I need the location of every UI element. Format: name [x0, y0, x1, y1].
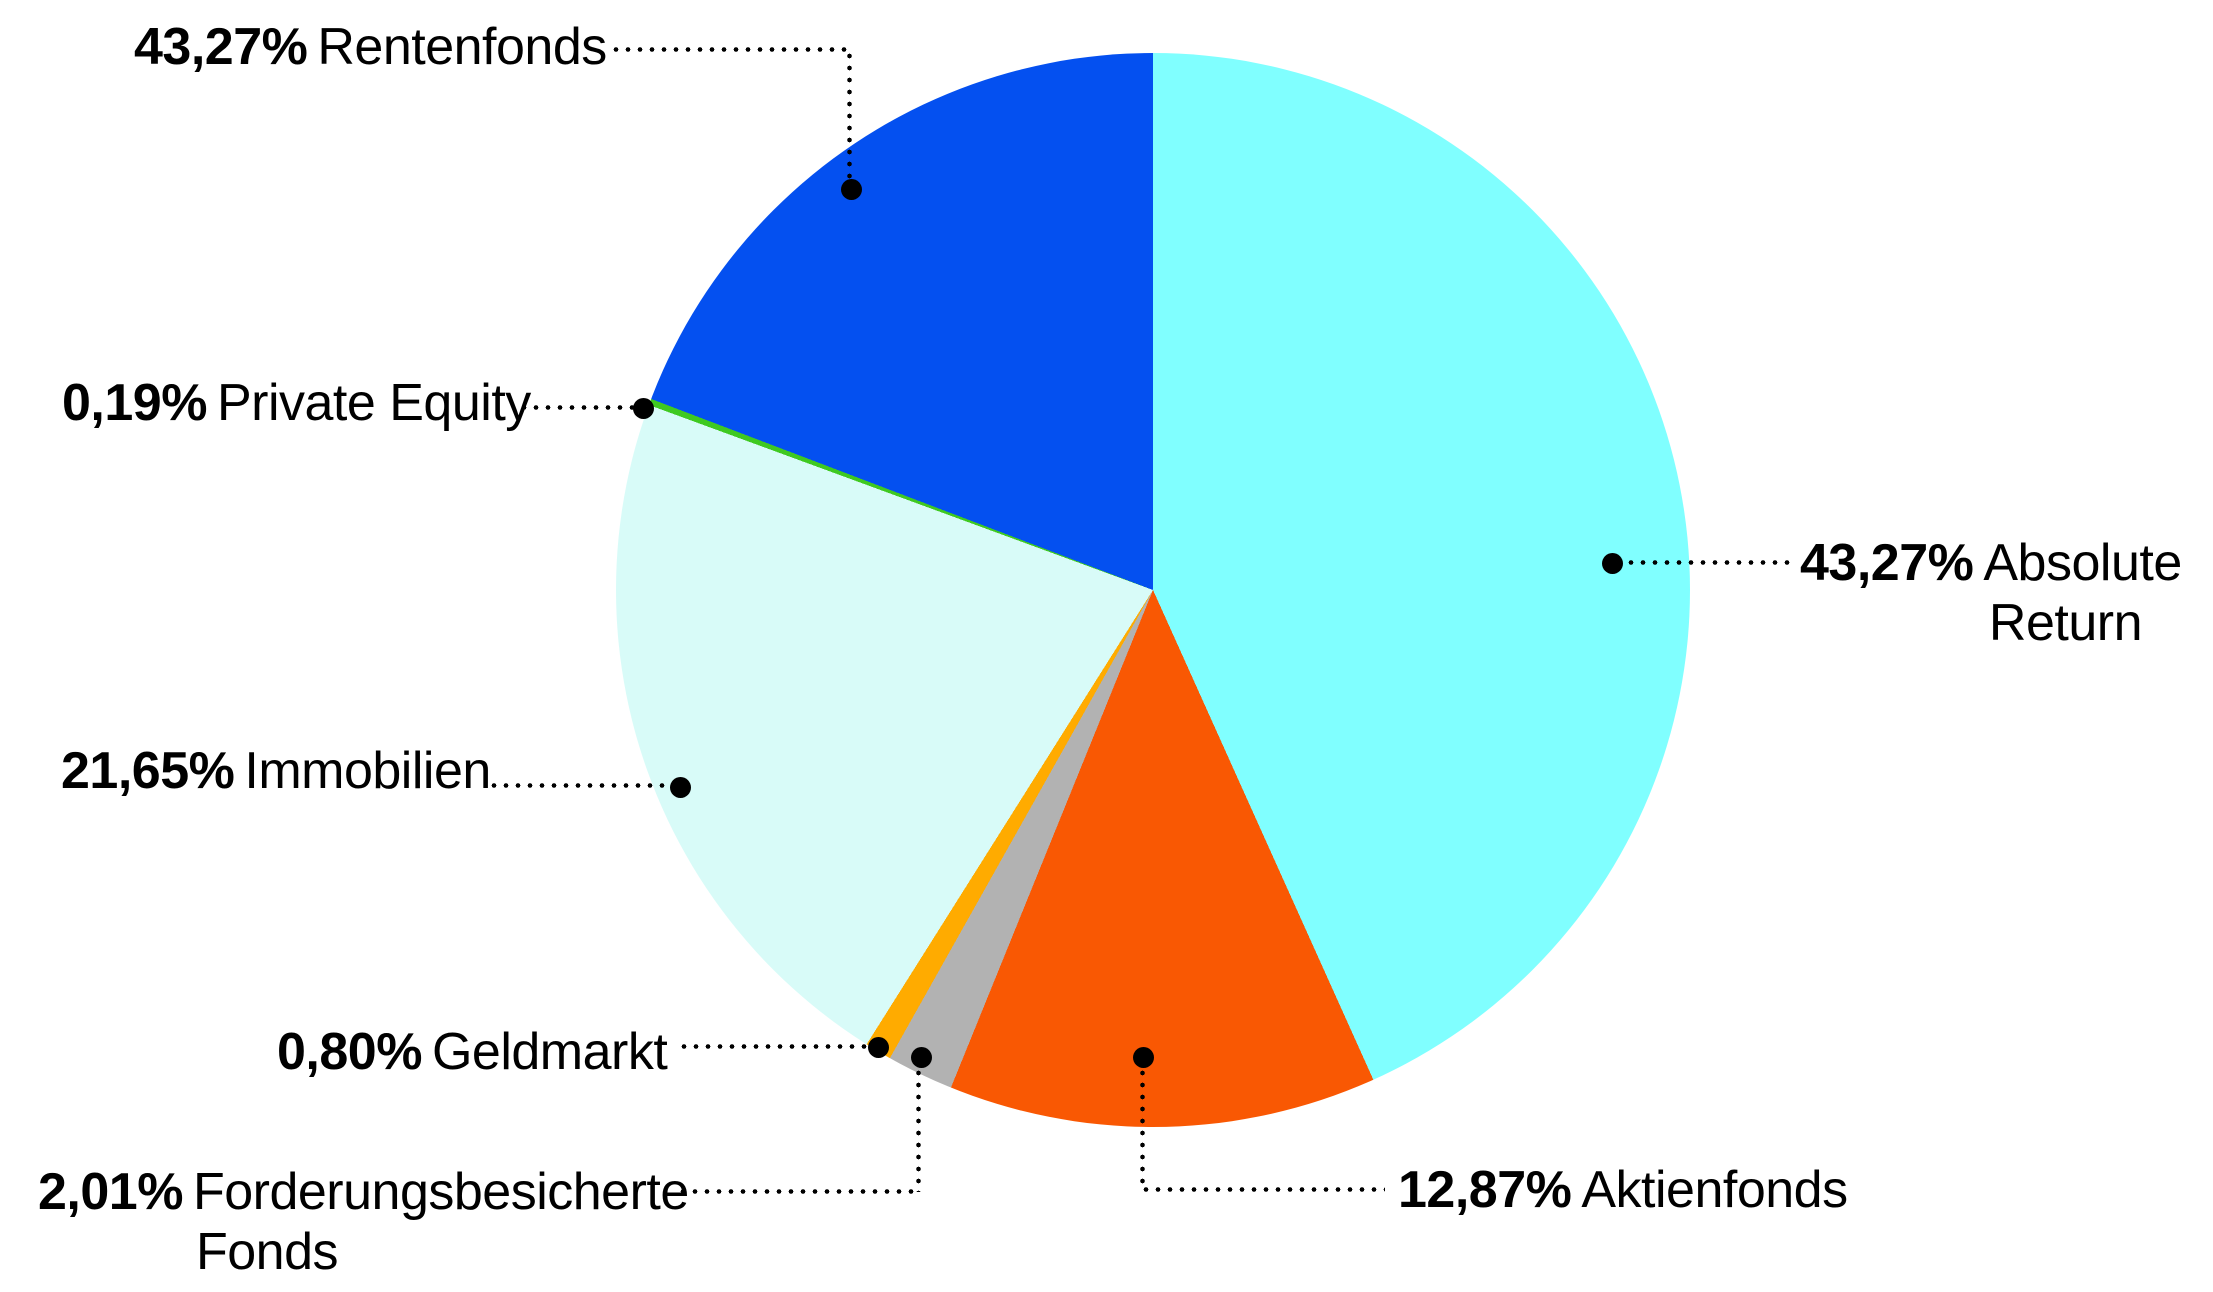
marker-rentenfonds: [841, 179, 862, 200]
marker-aktienfonds: [1133, 1047, 1154, 1068]
label-absolute-return-percent: 43,27%: [1800, 534, 1974, 592]
label-rentenfonds-percent: 43,27%: [134, 18, 308, 76]
label-geldmarkt: 0,80% Geldmarkt: [277, 1022, 668, 1082]
pie-chart: [616, 53, 1690, 1127]
leader-aktienfonds-vertical: [1140, 1067, 1145, 1190]
leader-geldmarkt: [678, 1044, 868, 1049]
label-immobilien-name: Immobilien: [244, 742, 491, 800]
label-absolute-return-line1: 43,27% Absolute: [1800, 533, 2182, 593]
leader-rentenfonds-horizontal: [610, 47, 852, 52]
marker-immobilien: [670, 777, 691, 798]
label-private-equity-percent: 0,19%: [62, 374, 207, 432]
label-aktienfonds-name: Aktienfonds: [1581, 1161, 1848, 1219]
leader-forderungsbesicherte-horizontal: [677, 1189, 920, 1194]
leader-forderungsbesicherte-vertical: [916, 1067, 921, 1192]
label-immobilien-percent: 21,65%: [61, 742, 235, 800]
label-aktienfonds-percent: 12,87%: [1398, 1161, 1572, 1219]
leader-rentenfonds-vertical: [847, 50, 852, 180]
marker-private-equity: [633, 398, 654, 419]
label-forderungsbesicherte-line1: 2,01% Forderungsbesicherte: [38, 1162, 689, 1222]
label-forderungsbesicherte-name1: Forderungsbesicherte: [192, 1163, 689, 1221]
marker-absolute-return: [1602, 553, 1623, 574]
label-aktienfonds: 12,87% Aktienfonds: [1398, 1160, 1848, 1220]
label-private-equity: 0,19% Private Equity: [62, 373, 531, 433]
label-absolute-return: 43,27% Absolute Return: [1800, 533, 2182, 653]
marker-geldmarkt: [868, 1037, 889, 1058]
leader-private-equity: [518, 405, 634, 410]
label-geldmarkt-name: Geldmarkt: [431, 1023, 668, 1081]
label-geldmarkt-percent: 0,80%: [277, 1023, 422, 1081]
label-forderungsbesicherte-percent: 2,01%: [38, 1163, 183, 1221]
label-forderungsbesicherte-name2: Fonds: [196, 1223, 339, 1281]
label-absolute-return-name1: Absolute: [1983, 534, 2182, 592]
label-rentenfonds: 43,27% Rentenfonds: [134, 17, 607, 77]
leader-absolute-return: [1625, 560, 1795, 565]
leader-aktienfonds-horizontal: [1140, 1187, 1385, 1192]
label-private-equity-name: Private Equity: [216, 374, 531, 432]
label-forderungsbesicherte-fonds: 2,01% Forderungsbesicherte Fonds: [38, 1162, 689, 1282]
marker-forderungsbesicherte: [911, 1047, 932, 1068]
label-immobilien: 21,65% Immobilien: [61, 741, 491, 801]
label-rentenfonds-name: Rentenfonds: [317, 18, 607, 76]
leader-immobilien: [488, 783, 670, 788]
label-absolute-return-name2: Return: [1988, 594, 2143, 652]
